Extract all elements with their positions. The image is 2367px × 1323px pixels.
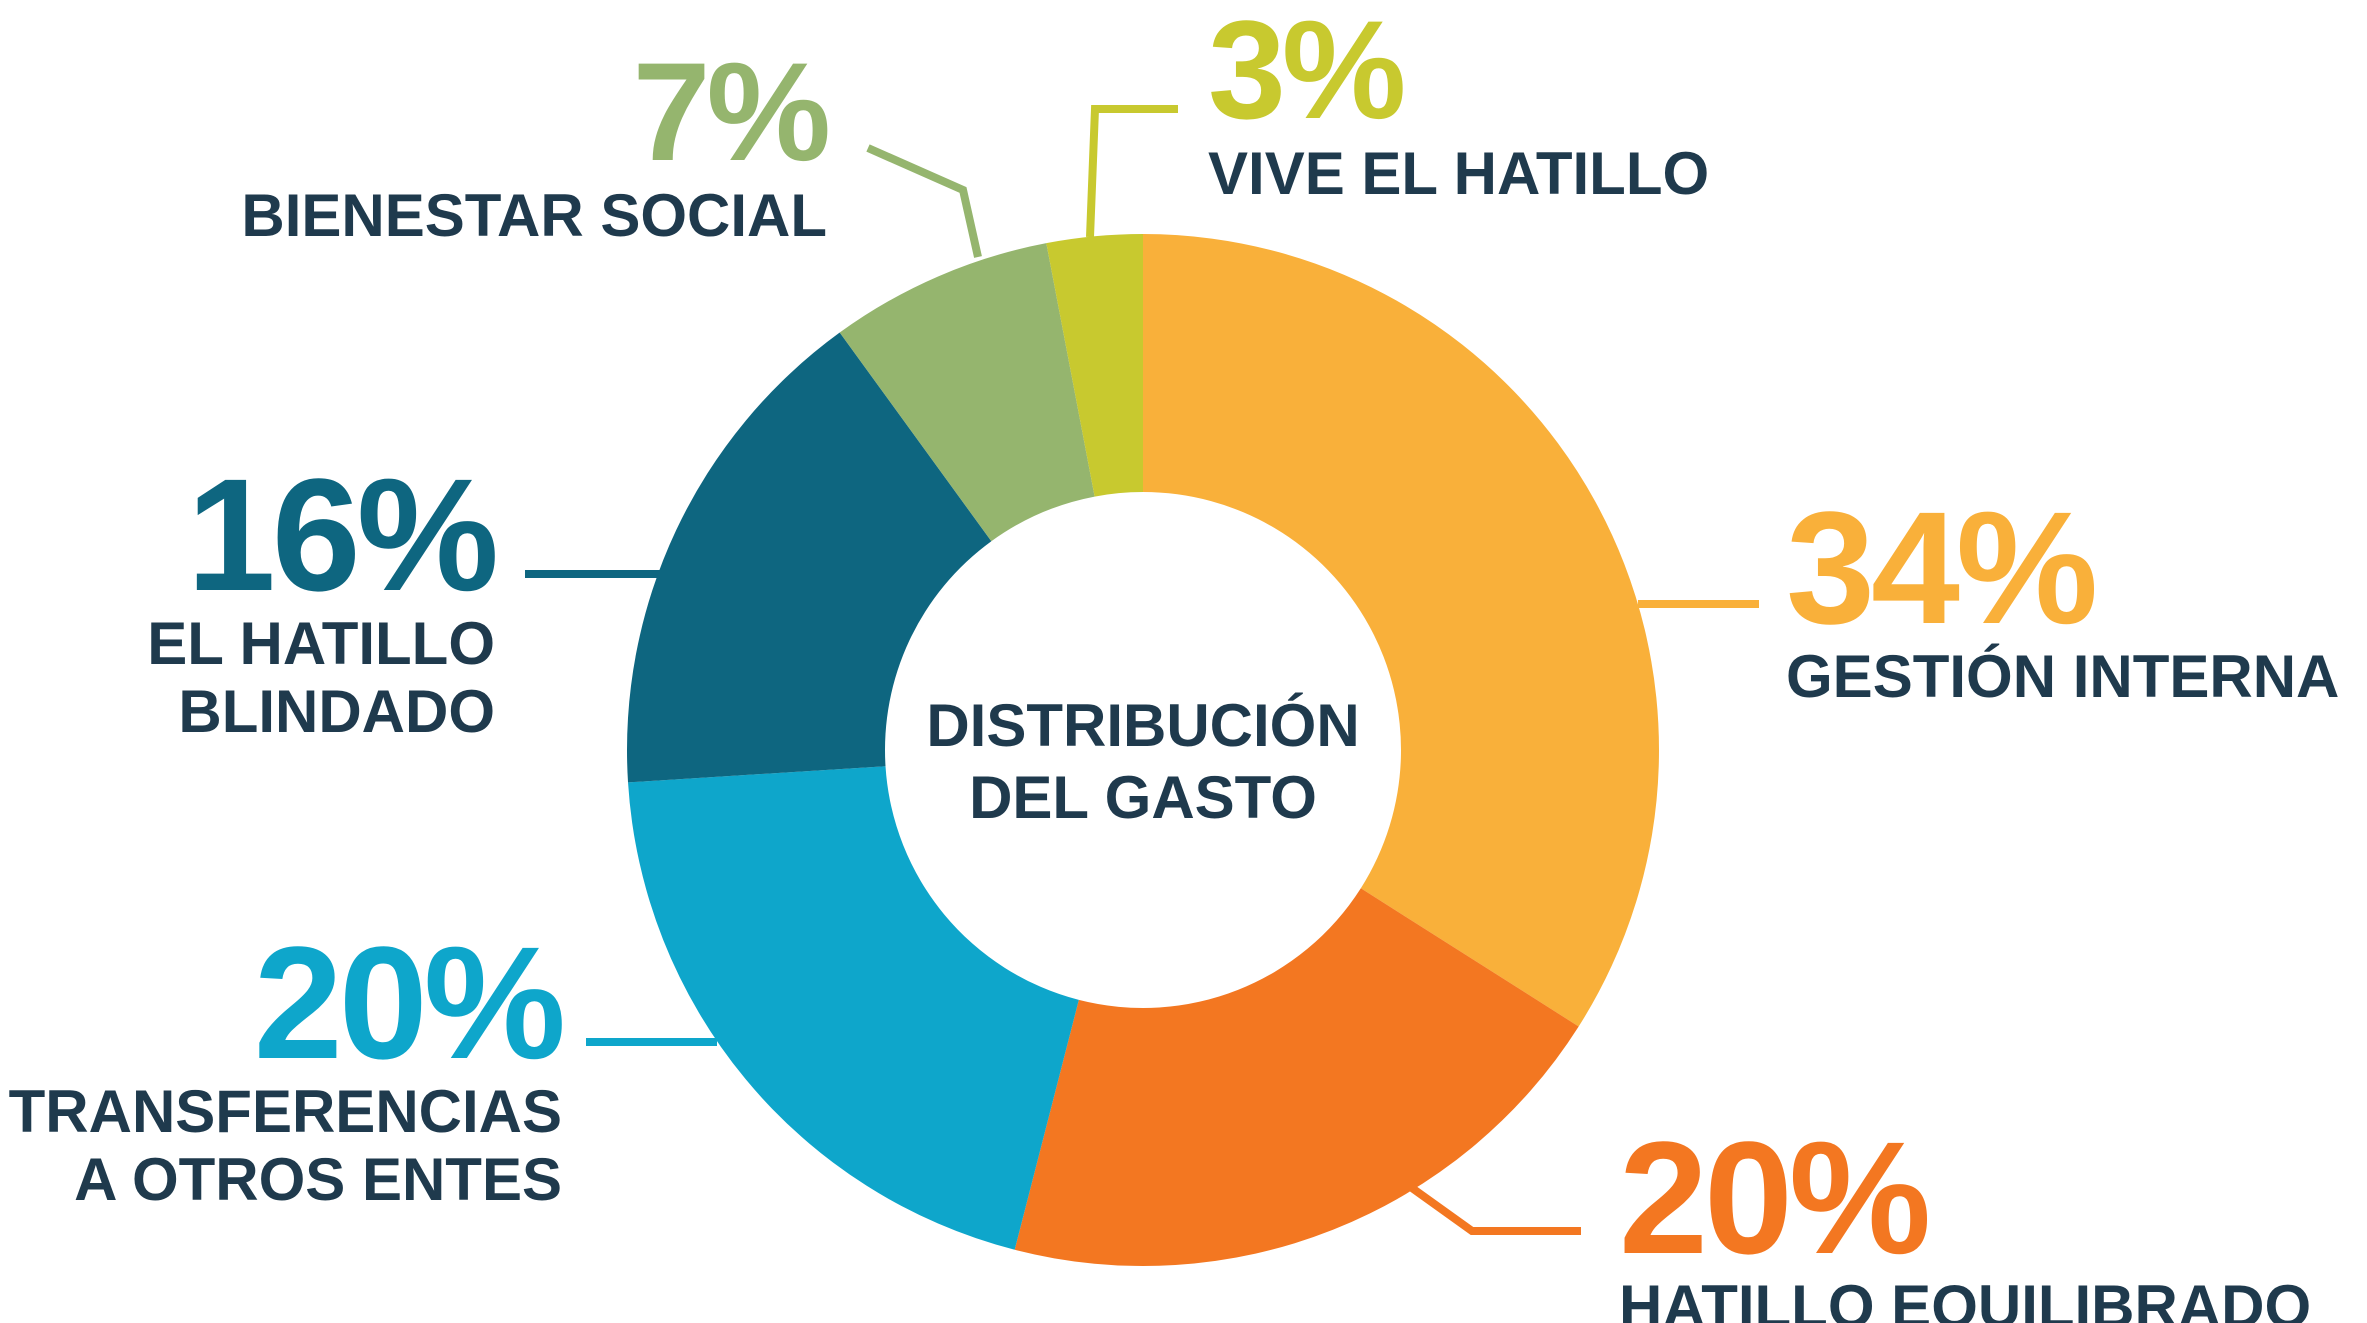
slice-label: 16% EL HATILLO BLINDADO: [115, 445, 499, 746]
value-label: 20%: [253, 913, 566, 1092]
donut-slice: [1046, 234, 1143, 497]
leader-line: [866, 144, 982, 258]
value-label: 3%: [1208, 0, 1406, 148]
value-label: 16%: [186, 445, 499, 624]
slice-label: 34% GESTIÓN INTERNA: [1786, 478, 2367, 711]
category-label: VIVE EL HATILLO: [1208, 140, 1710, 207]
category-label: HATILLO EQUILIBRADO: [1619, 1273, 2312, 1323]
category-label: TRANSFERENCIAS A OTROS ENTES: [8, 1078, 562, 1213]
slice-label: 20% TRANSFERENCIAS A OTROS ENTES: [0, 913, 566, 1214]
slice-label: 7% BIENESTAR SOCIAL: [127, 33, 831, 250]
category-label: GESTIÓN INTERNA: [1786, 643, 2340, 710]
donut-slice: [1014, 888, 1579, 1266]
donut-slice: [1143, 234, 1659, 1027]
value-label: 20%: [1619, 1108, 1931, 1287]
leader-line: [1086, 105, 1178, 238]
slice-label: 20% HATILLO EQUILIBRADO: [1619, 1108, 2367, 1323]
donut-slice: [839, 243, 1095, 542]
chart-title: DISTRIBUCIÓN DEL GASTO: [926, 692, 1360, 831]
value-label: 34%: [1786, 478, 2098, 657]
value-label: 7%: [632, 33, 831, 190]
donut-slice: [628, 766, 1079, 1250]
donut-slice: [627, 332, 992, 783]
category-label: EL HATILLO BLINDADO: [147, 610, 495, 745]
slice-label: 3% VIVE EL HATILLO: [1208, 0, 1908, 208]
leader-line: [1409, 1184, 1581, 1235]
category-label: BIENESTAR SOCIAL: [241, 182, 827, 249]
